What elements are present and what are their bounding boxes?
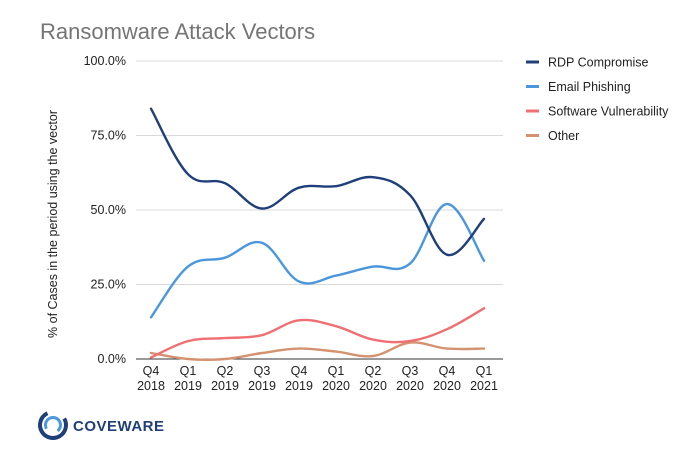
legend-label-email-phishing: Email Phishing [548,80,631,94]
series-line-email-phishing [149,202,486,319]
x-tick-label: Q3 2019 [248,364,276,393]
gridlines [136,60,503,360]
x-tick-label: Q3 2020 [396,364,424,393]
coveware-logo: COVEWARE [38,410,165,440]
chart-title: Ransomware Attack Vectors [40,19,315,44]
x-tick-label: Q2 2019 [211,364,239,393]
y-tick-label: 75.0% [91,129,126,143]
y-tick-label: 100.0% [84,54,126,68]
series-line-software-vulnerability [149,307,486,359]
series-line-other [149,341,486,362]
x-tick-label: Q1 2019 [174,364,202,393]
y-tick-label: 50.0% [91,203,126,217]
x-tick-label: Q1 2021 [470,364,498,393]
legend-label-rdp-compromise: RDP Compromise [548,56,649,70]
y-tick-label: 0.0% [98,352,127,366]
series-line-rdp-compromise [149,107,486,256]
legend-label-other: Other [548,129,579,143]
x-tick-label: Q4 2020 [433,364,461,393]
y-axis-ticks: 0.0% 25.0% 50.0% 75.0% 100.0% [84,54,126,366]
coveware-ring-icon [38,410,68,440]
x-tick-label: Q4 2018 [137,364,165,393]
x-tick-label: Q2 2020 [359,364,387,393]
series-lines [149,107,486,362]
logo-text: COVEWARE [73,418,165,435]
y-axis-label: % of Cases in the period using the vecto… [46,110,60,338]
y-tick-label: 25.0% [91,278,126,292]
x-tick-label: Q1 2020 [322,364,350,393]
x-tick-label: Q4 2019 [285,364,313,393]
legend-label-software-vulnerability: Software Vulnerability [548,105,669,119]
legend: RDP Compromise Email Phishing Software Vul… [526,56,669,143]
x-axis-ticks: Q4 2018 Q1 2019 Q2 2019 Q3 2019 Q4 2019 Q1 2020 Q2 20… [137,364,498,393]
